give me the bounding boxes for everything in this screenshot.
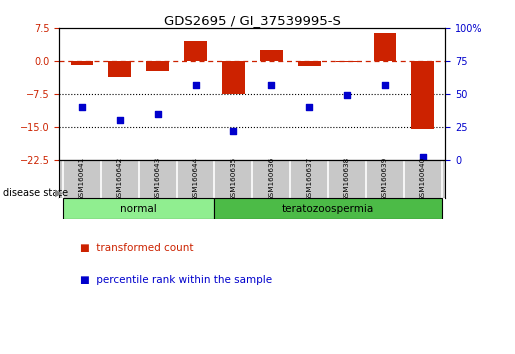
Text: GSM160639: GSM160639	[382, 157, 388, 201]
Text: GSM160640: GSM160640	[420, 157, 426, 201]
Point	[267, 82, 276, 88]
Point	[381, 82, 389, 88]
Point	[305, 104, 313, 110]
Point	[343, 92, 351, 98]
Bar	[373, 33, 396, 61]
Bar	[214, 198, 442, 219]
Text: ■  transformed count: ■ transformed count	[80, 243, 193, 253]
Point	[419, 154, 427, 160]
Text: GSM160641: GSM160641	[79, 157, 85, 201]
Bar	[336, 61, 358, 63]
Text: GSM160637: GSM160637	[306, 157, 312, 201]
Bar	[298, 61, 320, 65]
Bar	[184, 41, 207, 61]
Bar	[146, 61, 169, 71]
Point	[153, 111, 162, 116]
Point	[78, 104, 86, 110]
Point	[229, 128, 237, 134]
Text: GSM160642: GSM160642	[117, 157, 123, 201]
Text: GSM160643: GSM160643	[154, 157, 161, 201]
Title: GDS2695 / GI_37539995-S: GDS2695 / GI_37539995-S	[164, 14, 341, 27]
Bar	[109, 61, 131, 76]
Text: teratozoospermia: teratozoospermia	[282, 204, 374, 214]
Text: GSM160638: GSM160638	[344, 157, 350, 201]
Text: ■  percentile rank within the sample: ■ percentile rank within the sample	[80, 275, 272, 285]
Text: disease state: disease state	[3, 188, 67, 198]
Text: normal: normal	[121, 204, 157, 214]
Point	[116, 118, 124, 123]
Text: GSM160644: GSM160644	[193, 157, 199, 201]
Text: GSM160636: GSM160636	[268, 157, 274, 201]
Bar	[260, 50, 283, 61]
Bar	[63, 198, 214, 219]
Bar	[222, 61, 245, 94]
Bar	[411, 61, 434, 129]
Point	[192, 82, 200, 88]
Text: GSM160635: GSM160635	[230, 157, 236, 201]
Bar	[71, 61, 93, 65]
Text: ▶: ▶	[55, 188, 63, 198]
